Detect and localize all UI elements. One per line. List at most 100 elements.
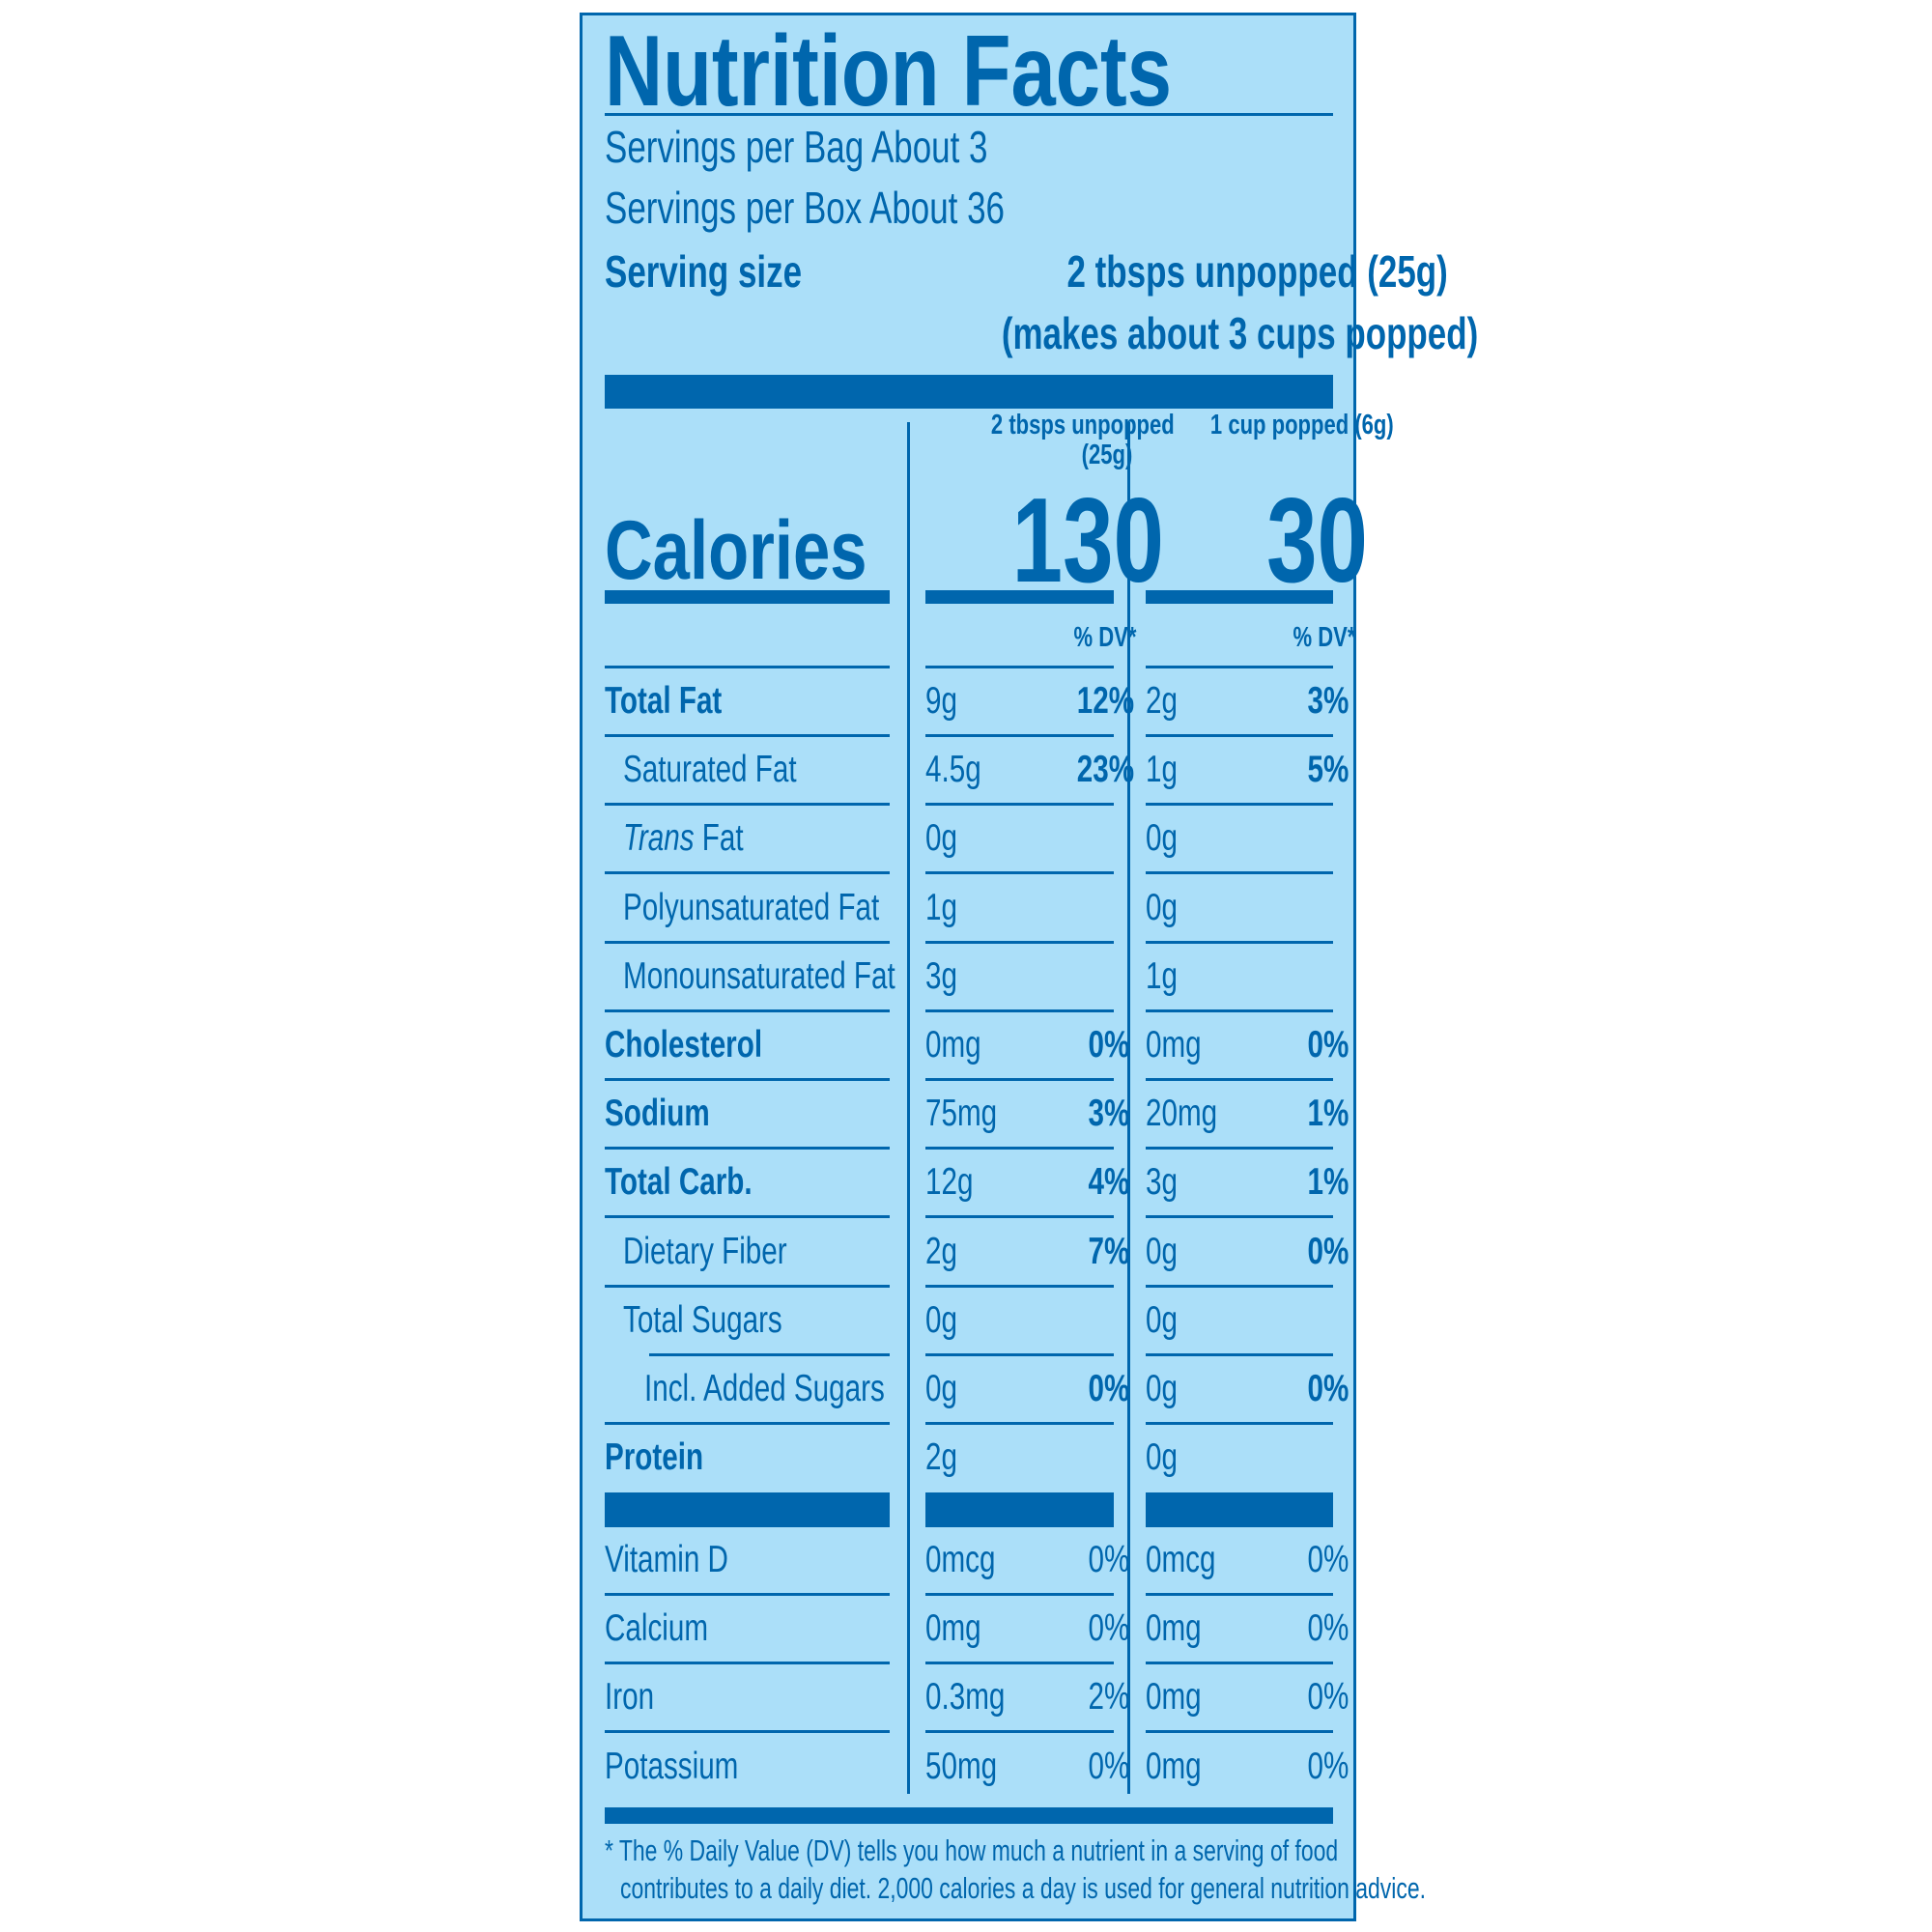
nutrient-amount: 0g xyxy=(1146,1436,1178,1479)
row-rule xyxy=(925,1078,1114,1081)
row-rule xyxy=(925,1352,1114,1356)
nutrition-facts-panel: Nutrition Facts Servings per Bag About 3 S… xyxy=(580,13,1478,1921)
dv-header-text: % DV* xyxy=(1293,622,1356,653)
footnote-line-2: contributes to a daily diet. 2,000 calor… xyxy=(620,1871,1426,1906)
vitamin-amount: 0mg xyxy=(1146,1607,1202,1650)
nutrient-name: Total Carb. xyxy=(605,1161,753,1204)
nutrient-amount: 1g xyxy=(1146,749,1178,791)
vitamin-amount-text: 0mg xyxy=(925,1607,981,1650)
calories-value: 30 xyxy=(1235,481,1368,601)
nutrient-amount-text: 0g xyxy=(1146,1230,1178,1272)
vitamin-dv: 0% xyxy=(1294,1746,1350,1788)
row-rule xyxy=(1146,940,1333,944)
nutrient-amount: 0g xyxy=(1146,1299,1178,1342)
calories-label: Calories xyxy=(605,506,867,595)
nutrient-dv-text: 4% xyxy=(1088,1161,1130,1204)
thick-bar xyxy=(1146,1492,1333,1527)
nutrient-name-text: Dietary Fiber xyxy=(623,1230,787,1272)
row-rule xyxy=(605,1422,890,1425)
row-rule xyxy=(1146,1147,1333,1151)
vitamin-dv: 0% xyxy=(1294,1676,1350,1719)
row-rule xyxy=(1146,1422,1333,1425)
row-rule xyxy=(1146,666,1333,668)
serving-size-value: 2 tbsps unpopped (25g) xyxy=(947,247,1448,296)
vitamin-dv: 0% xyxy=(1075,1539,1130,1581)
nutrient-amount: 1g xyxy=(925,887,957,929)
vitamin-amount: 0.3mg xyxy=(925,1676,1006,1719)
vitamin-name-text: Vitamin D xyxy=(605,1539,728,1580)
row-rule xyxy=(1146,1215,1333,1219)
vitamin-dv: 0% xyxy=(1075,1607,1130,1650)
nutrient-name-rest: Fat xyxy=(694,817,744,860)
row-rule xyxy=(605,1147,890,1151)
row-rule xyxy=(925,803,1114,807)
row-rule xyxy=(1146,1078,1333,1081)
row-rule xyxy=(1146,1593,1333,1596)
vitamin-dv-text: 0% xyxy=(1307,1745,1350,1787)
nutrient-name: Saturated Fat xyxy=(623,749,797,791)
row-rule xyxy=(605,1009,890,1012)
column-header-text: 1 cup popped (6g) xyxy=(1209,410,1394,440)
calories-bar xyxy=(1146,590,1333,604)
nutrient-dv: 4% xyxy=(1075,1161,1130,1204)
nutrient-amount-text: 0g xyxy=(1146,1298,1178,1341)
vitamin-amount-text: 0mcg xyxy=(1146,1539,1216,1580)
vitamin-name: Iron xyxy=(605,1676,655,1719)
column-divider xyxy=(1127,422,1130,1794)
vitamin-name-text: Iron xyxy=(605,1676,655,1719)
nutrient-dv-text: 5% xyxy=(1307,749,1350,791)
row-rule xyxy=(1146,1284,1333,1288)
row-rule xyxy=(925,1147,1114,1151)
vitamin-dv: 2% xyxy=(1075,1676,1130,1719)
row-rule xyxy=(605,1284,890,1288)
vitamin-dv-text: 0% xyxy=(1307,1676,1350,1719)
row-rule xyxy=(1146,803,1333,807)
vitamin-dv: 0% xyxy=(1294,1607,1350,1650)
column-divider xyxy=(907,422,910,1794)
vitamin-name-text: Potassium xyxy=(605,1745,739,1787)
nutrient-dv: 0% xyxy=(1294,1024,1350,1066)
calories-bar xyxy=(605,590,890,604)
column-header: 1 cup popped (6g) xyxy=(1152,411,1394,440)
vitamin-amount: 0mcg xyxy=(925,1539,996,1581)
row-rule xyxy=(925,1730,1114,1734)
nutrient-dv-text: 0% xyxy=(1307,1024,1350,1065)
nutrient-name-text: Saturated Fat xyxy=(623,749,797,791)
vitamin-dv-text: 0% xyxy=(1307,1539,1350,1580)
vitamin-amount-text: 0mg xyxy=(1146,1607,1202,1650)
vitamin-amount: 0mg xyxy=(1146,1676,1202,1719)
nutrient-dv-text: 3% xyxy=(1307,680,1350,722)
nutrient-amount: 1g xyxy=(1146,955,1178,998)
nutrient-dv: 1% xyxy=(1294,1161,1350,1204)
row-rule xyxy=(605,1078,890,1081)
nutrient-amount: 0g xyxy=(1146,1368,1178,1410)
nutrient-name: Sodium xyxy=(605,1093,710,1135)
vitamin-amount-text: 0mg xyxy=(1146,1676,1202,1719)
calories-bar xyxy=(925,590,1114,604)
vitamin-name-text: Calcium xyxy=(605,1607,709,1650)
footnote-line-2-text: contributes to a daily diet. 2,000 calor… xyxy=(620,1871,1426,1905)
nutrient-dv: 5% xyxy=(1294,749,1350,791)
nutrient-name-text: Sodium xyxy=(605,1093,710,1135)
calories-value-text: 30 xyxy=(1266,474,1368,608)
row-rule xyxy=(925,1593,1114,1596)
nutrient-amount-text: 0g xyxy=(925,1298,957,1341)
nutrient-amount: 4.5g xyxy=(925,749,981,791)
vitamin-dv: 0% xyxy=(1075,1746,1130,1788)
thick-bar xyxy=(605,375,1333,409)
nutrient-amount: 2g xyxy=(925,1436,957,1479)
footnote-line-1-text: * The % Daily Value (DV) tells you how m… xyxy=(605,1833,1339,1867)
row-rule xyxy=(1146,1662,1333,1665)
dv-header-text: % DV* xyxy=(1073,622,1137,653)
servings-per-box-text: Servings per Box About 36 xyxy=(605,183,1005,233)
vitamin-amount-text: 0mg xyxy=(1146,1745,1202,1787)
nutrient-dv: 0% xyxy=(1294,1368,1350,1410)
nutrient-name-text: Total Sugars xyxy=(623,1298,782,1341)
nutrient-name: Incl. Added Sugars xyxy=(644,1368,885,1410)
nutrient-amount: 2g xyxy=(1146,680,1178,723)
row-rule xyxy=(1146,1009,1333,1012)
nutrient-dv: 23% xyxy=(1059,749,1134,791)
nutrient-dv-text: 1% xyxy=(1307,1093,1350,1135)
nutrient-dv: 3% xyxy=(1294,680,1350,723)
nutrient-dv-text: 0% xyxy=(1088,1368,1130,1409)
